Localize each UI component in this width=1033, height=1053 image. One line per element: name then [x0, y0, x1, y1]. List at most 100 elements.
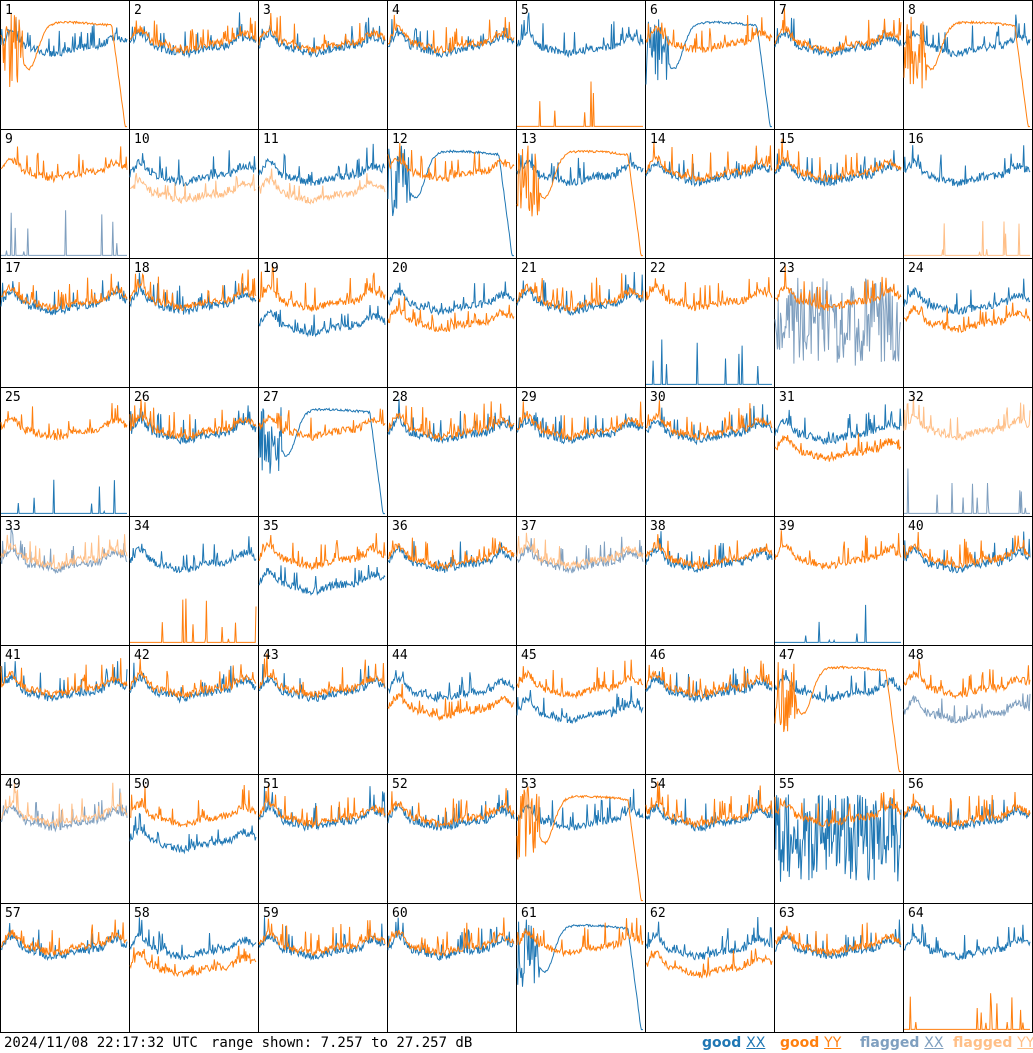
series-yy-line	[775, 922, 902, 957]
series-yy-line	[258, 12, 386, 54]
panel-frame	[903, 774, 1033, 904]
series-xx-line	[903, 693, 1031, 724]
series-xx-line	[774, 404, 902, 446]
panel-frame	[387, 516, 517, 646]
series-yy-line	[645, 400, 773, 441]
panel-19: 19	[258, 258, 388, 388]
series-xx-line	[516, 152, 644, 187]
panel-47: 47	[774, 645, 904, 775]
panel-46: 46	[645, 645, 775, 775]
series-xx-line	[258, 786, 386, 832]
range-shown: range shown: 7.257 to 27.257 dB	[211, 1035, 473, 1051]
series-xx-line	[903, 14, 1031, 58]
panel-frame	[129, 645, 259, 775]
series-yy-line	[258, 265, 386, 312]
series-yy-line	[645, 142, 773, 182]
series-yy-line	[904, 993, 1030, 1030]
panel-frame	[516, 0, 646, 130]
panel-6: 6	[645, 0, 775, 130]
series-xx-line	[387, 917, 515, 962]
panel-26: 26	[129, 387, 259, 517]
panel-21: 21	[516, 258, 646, 388]
panel-10: 10	[129, 129, 259, 259]
panel-frame	[645, 516, 775, 646]
series-yy-line	[0, 658, 128, 699]
series-yy-line	[645, 660, 773, 699]
panel-frame	[129, 129, 259, 259]
legend-good-yy: good YY	[780, 1034, 841, 1052]
series-xx-line	[645, 668, 773, 704]
series-xx-line	[129, 917, 257, 961]
legend-word: flagged	[953, 1035, 1013, 1051]
series-xx-line	[903, 278, 1031, 315]
panel-17: 17	[0, 258, 130, 388]
series-yy-line	[903, 396, 1031, 442]
series-yy-line	[0, 782, 128, 828]
series-yy-line	[387, 296, 515, 333]
panel-frame	[645, 258, 775, 388]
series-xx-line	[129, 536, 257, 574]
panel-label: 12	[392, 132, 408, 147]
panel-frame	[129, 387, 259, 517]
panel-23: 23	[774, 258, 904, 388]
series-yy-line	[645, 277, 773, 312]
series-yy-line	[130, 598, 257, 643]
panel-label: 34	[134, 519, 150, 534]
series-yy-line	[516, 917, 644, 958]
panel-14: 14	[645, 129, 775, 259]
series-yy-line	[774, 789, 902, 828]
panel-55: 55	[774, 774, 904, 904]
panel-25: 25	[0, 387, 130, 517]
panel-frame	[129, 258, 259, 388]
panel-label: 51	[263, 777, 279, 792]
series-yy-line	[0, 919, 128, 956]
panel-43: 43	[258, 645, 388, 775]
panel-39: 39	[774, 516, 904, 646]
panel-label: 60	[392, 906, 408, 921]
series-yy-line	[387, 14, 515, 54]
panel-62: 62	[645, 903, 775, 1033]
panel-frame	[387, 387, 517, 517]
panel-frame	[645, 387, 775, 517]
series-yy-line	[129, 17, 257, 55]
panel-24: 24	[903, 258, 1033, 388]
series-xx-line	[258, 917, 386, 961]
panel-label: 26	[134, 390, 150, 405]
series-xx-line	[129, 150, 257, 187]
panel-7: 7	[774, 0, 904, 130]
panel-frame	[516, 387, 646, 517]
series-xx-line	[516, 271, 644, 316]
panel-3: 3	[258, 0, 388, 130]
series-xx-line	[645, 916, 773, 961]
panel-frame	[645, 774, 775, 904]
series-yy-line	[0, 534, 128, 571]
panel-label: 20	[392, 261, 408, 276]
panel-label: 33	[5, 519, 21, 534]
series-yy-line	[774, 530, 902, 571]
panel-label: 18	[134, 261, 150, 276]
panel-label: 64	[908, 906, 924, 921]
legend-flagged-yy: flagged YY	[953, 1034, 1033, 1052]
panel-frame	[774, 129, 904, 259]
panel-22: 22	[645, 258, 775, 388]
panel-49: 49	[0, 774, 130, 904]
legend-word: good	[702, 1035, 742, 1051]
legend-pol: XX	[746, 1035, 766, 1051]
panel-label: 7	[779, 3, 787, 18]
panel-13: 13	[516, 129, 646, 259]
series-yy-line	[0, 13, 127, 128]
panel-label: 3	[263, 3, 271, 18]
panel-8: 8	[903, 0, 1033, 130]
series-yy-line	[129, 172, 257, 205]
series-yy-line	[903, 302, 1031, 333]
panel-label: 21	[521, 261, 537, 276]
legend-pol: YY	[824, 1035, 842, 1051]
panel-label: 44	[392, 648, 408, 663]
panel-label: 31	[779, 390, 795, 405]
series-yy-line	[387, 401, 515, 442]
panel-36: 36	[387, 516, 517, 646]
panel-frame	[0, 387, 130, 517]
panel-label: 1	[5, 3, 13, 18]
series-xx-line	[516, 412, 644, 445]
